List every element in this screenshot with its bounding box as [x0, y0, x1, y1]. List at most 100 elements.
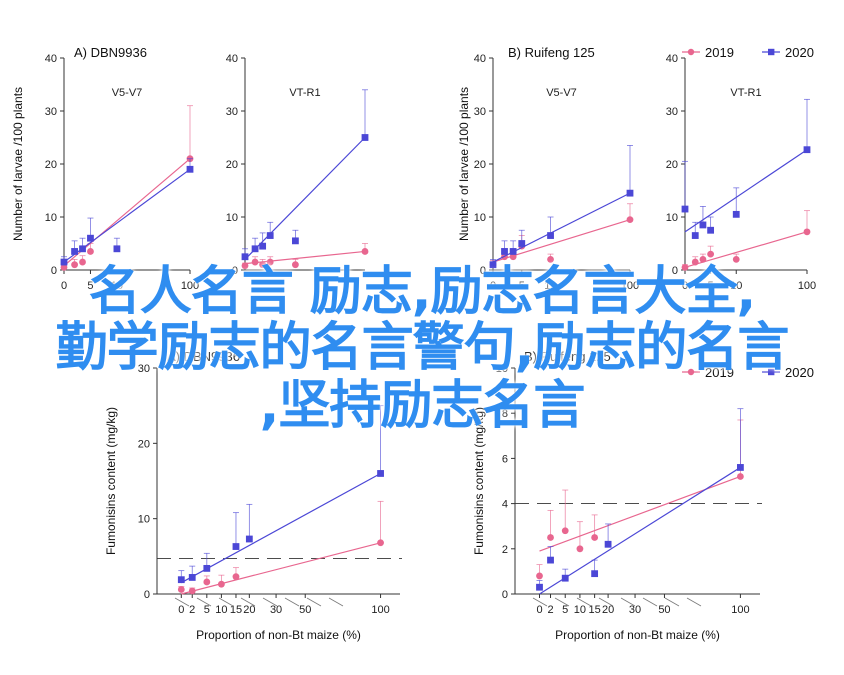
data-point — [699, 256, 707, 263]
y-tick-label: 20 — [474, 159, 486, 171]
y-tick-label: 40 — [474, 53, 486, 65]
axis-break-mark — [218, 597, 234, 607]
series-2020 — [681, 98, 811, 239]
data-point — [232, 573, 240, 581]
fit-line-2020 — [244, 137, 366, 260]
series-2020 — [489, 145, 634, 269]
data-point — [576, 545, 584, 553]
data-point — [245, 535, 253, 543]
x-tick-label: 10 — [574, 604, 586, 616]
y-tick-label: 20 — [138, 438, 150, 450]
y-tick-label: 0 — [51, 265, 57, 277]
x-tick-label: 5 — [204, 604, 210, 616]
axis-break-mark — [174, 597, 190, 607]
data-point — [604, 540, 612, 548]
x-tick-label: 10 — [215, 604, 227, 616]
x-tick-label: 5 — [562, 604, 568, 616]
y-tick-label: 10 — [496, 363, 508, 375]
axis-break-mark — [642, 597, 658, 607]
y-tick-label: 6 — [502, 453, 508, 465]
fit-line-2020 — [181, 472, 381, 584]
data-point — [501, 248, 508, 255]
x-axis-label: Proportion of non-Bt maize (%) — [196, 628, 361, 642]
x-tick-label: 30 — [629, 604, 641, 616]
x-tick-label: 2 — [547, 604, 553, 616]
y-tick-label: 0 — [672, 265, 678, 277]
data-point — [188, 574, 196, 581]
panel-subtitle: V5-V7 — [546, 87, 577, 99]
data-point — [536, 572, 543, 580]
data-point — [79, 258, 86, 266]
legend-marker — [687, 368, 695, 376]
fit-line-2019 — [244, 250, 366, 265]
data-point — [707, 226, 715, 234]
data-point — [60, 263, 68, 271]
y-axis-label: Number of larvae /100 plants — [457, 87, 471, 241]
data-point — [71, 261, 78, 269]
y-tick-label: 10 — [138, 514, 150, 526]
y-tick-label: 10 — [45, 212, 57, 224]
x-tick-label: 0 — [178, 604, 184, 616]
data-point — [509, 253, 517, 261]
x-tick-label: 100 — [731, 604, 749, 616]
legend-marker — [768, 48, 775, 56]
y-tick-label: 4 — [502, 499, 508, 511]
data-point — [699, 221, 707, 229]
chart-panel-3: B) Ruifeng 125 V5-V7 0 10 20 30 40 0 5 10 100 Numbe… — [457, 45, 639, 292]
data-point — [377, 470, 384, 477]
y-tick-label: 0 — [502, 589, 508, 601]
axis-break-mark — [664, 597, 680, 607]
data-point — [737, 464, 744, 471]
chart-panel-1: A) DBN9936 V5-V7 0 10 20 30 40 0 5 10 100 Number of… — [11, 45, 199, 292]
x-tick-label: 50 — [658, 604, 670, 616]
x-tick-label: 0 — [682, 280, 688, 292]
y-tick-label: 40 — [45, 53, 57, 65]
x-tick-label: 15 — [230, 604, 242, 616]
x-tick-label: 0 — [490, 280, 496, 292]
y-tick-label: 10 — [666, 212, 678, 224]
data-point — [251, 258, 259, 266]
overlay-headline-line-2: 勤学励志的名言警句,励志的名言 — [55, 318, 790, 378]
data-point — [547, 556, 554, 564]
data-point — [203, 564, 211, 572]
x-tick-label: 30 — [270, 604, 282, 616]
panel-title: B) Ruifeng 125 — [524, 349, 611, 364]
data-point — [259, 242, 267, 250]
axis-break-mark — [262, 597, 278, 607]
legend-label: 2020 — [785, 365, 814, 380]
legend-label: 2019 — [705, 365, 734, 380]
data-point — [232, 543, 240, 550]
series-2020 — [536, 408, 744, 595]
data-point — [489, 261, 497, 269]
data-point — [241, 253, 249, 261]
x-tick-label: 100 — [798, 280, 816, 292]
legend-label: 2020 — [785, 45, 814, 60]
x-tick-label: 10 — [544, 280, 556, 292]
data-point — [292, 261, 299, 269]
data-point — [561, 527, 569, 535]
y-tick-label: 20 — [666, 159, 678, 171]
y-tick-label: 40 — [666, 53, 678, 65]
data-point — [732, 256, 740, 263]
series-2020 — [177, 405, 384, 584]
legend-marker — [687, 48, 695, 56]
legend: 2019 2020 — [682, 45, 814, 60]
x-axis-label: Proportion of non-Bt maize (%) — [555, 628, 720, 642]
y-tick-label: 8 — [502, 408, 508, 420]
x-tick-label: 20 — [602, 604, 614, 616]
chart-panel-4: VT-R1 0 10 20 30 40 0 5 10 100 — [666, 53, 816, 292]
panel-subtitle: V5-V7 — [112, 87, 143, 99]
axis-break-mark — [196, 597, 212, 607]
x-tick-label: 10 — [730, 280, 742, 292]
data-point — [113, 245, 121, 253]
data-point — [732, 210, 740, 218]
x-tick-label: 50 — [299, 604, 311, 616]
data-point — [591, 534, 599, 541]
y-tick-label: 0 — [232, 265, 238, 277]
x-tick-label: 100 — [181, 280, 199, 292]
axis-break-mark — [328, 597, 344, 607]
data-point — [377, 539, 384, 547]
data-point — [547, 256, 554, 263]
panel-title: A) DBN9936 — [167, 349, 240, 364]
panel-subtitle: VT-R1 — [289, 87, 320, 99]
